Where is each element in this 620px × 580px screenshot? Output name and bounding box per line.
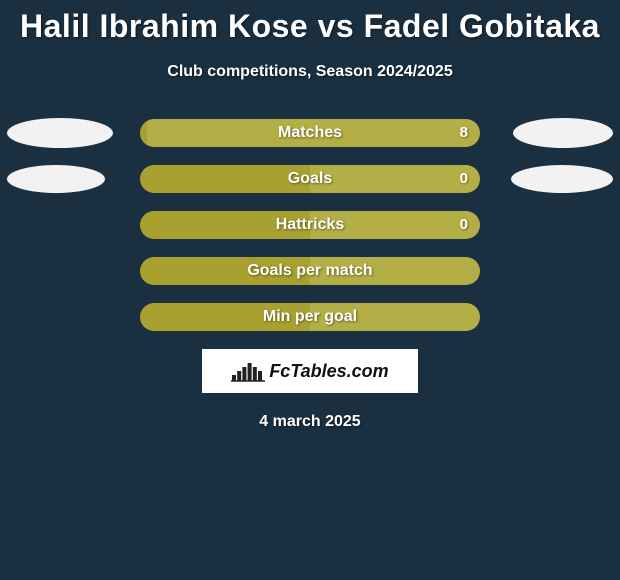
logo-text: FcTables.com [269,361,388,382]
date-line: 4 march 2025 [0,413,620,431]
bar-segment-right [310,165,480,193]
logo-bars-icon [231,360,265,382]
stat-value-right: 8 [460,119,468,147]
subtitle: Club competitions, Season 2024/2025 [0,63,620,81]
bar-segment-right [147,119,480,147]
avatar-right [511,165,613,193]
stat-bar: Min per goal [140,303,480,331]
stat-bar: Hattricks0 [140,211,480,239]
avatar-left [7,118,113,148]
stat-row-goals_per_match: Goals per match [0,257,620,285]
bar-segment-left [140,211,310,239]
bar-segment-left [140,119,147,147]
bar-segment-left [140,257,310,285]
logo-box: FcTables.com [202,349,418,393]
avatar-right [513,118,613,148]
stat-bar: Goals0 [140,165,480,193]
stats-block: Matches8 Goals0 Hattricks0 Goals per match M… [0,119,620,331]
bar-segment-right [310,211,480,239]
stat-value-right: 0 [460,211,468,239]
stat-row-min_per_goal: Min per goal [0,303,620,331]
stat-bar: Matches8 [140,119,480,147]
stat-row-goals: Goals0 [0,165,620,193]
stat-row-hattricks: Hattricks0 [0,211,620,239]
bar-segment-left [140,303,310,331]
avatar-left [7,165,105,193]
bar-segment-left [140,165,310,193]
stat-row-matches: Matches8 [0,119,620,147]
bar-segment-right [310,303,480,331]
stat-value-right: 0 [460,165,468,193]
stat-bar: Goals per match [140,257,480,285]
page-title: Halil Ibrahim Kose vs Fadel Gobitaka [0,0,620,45]
bar-segment-right [310,257,480,285]
